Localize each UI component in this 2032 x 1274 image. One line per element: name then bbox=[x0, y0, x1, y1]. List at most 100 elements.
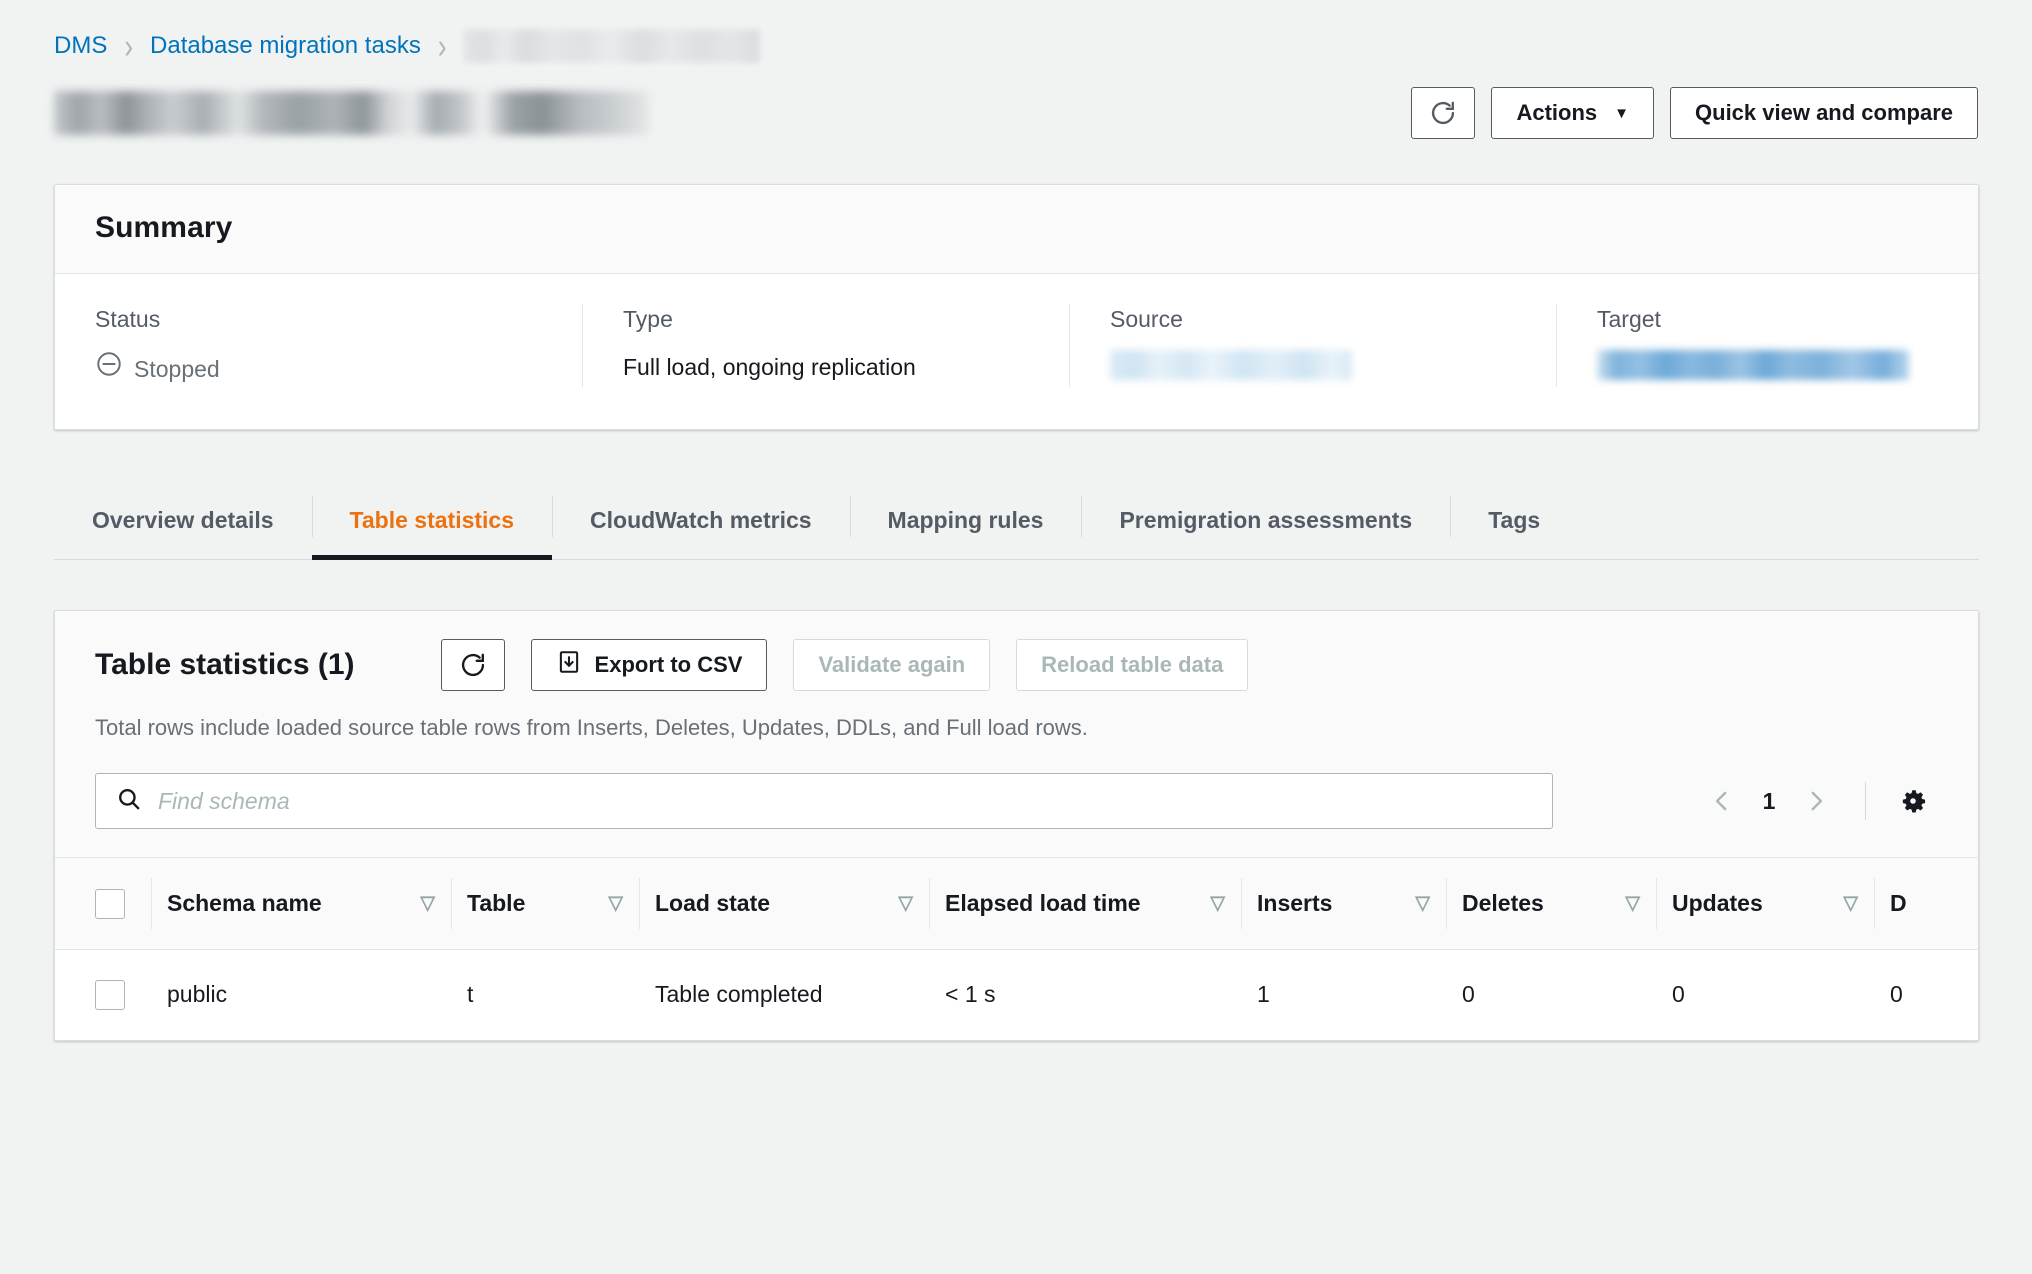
summary-panel: Summary Status Stopped Type Full load bbox=[54, 184, 1979, 430]
page-title-row: Actions ▼ Quick view and compare bbox=[54, 62, 1978, 158]
sort-icon[interactable]: ▽ bbox=[898, 893, 913, 914]
column-label-load-state: Load state bbox=[655, 890, 771, 916]
summary-value-source bbox=[1110, 350, 1520, 380]
breadcrumb-item-dms[interactable]: DMS bbox=[54, 32, 108, 59]
table-refresh-button[interactable] bbox=[440, 639, 505, 691]
sort-icon[interactable]: ▽ bbox=[420, 893, 435, 914]
column-label-table: Table bbox=[467, 890, 526, 916]
pagination-page-1[interactable]: 1 bbox=[1762, 787, 1776, 814]
column-header-deletes[interactable]: Deletes ▽ bbox=[1446, 857, 1656, 950]
sort-icon[interactable]: ▽ bbox=[1415, 893, 1430, 914]
table-body: public t Table completed < 1 s 1 0 0 0 bbox=[55, 949, 1978, 1040]
column-header-elapsed-load-time[interactable]: Elapsed load time ▽ bbox=[929, 857, 1241, 950]
cell-elapsed-load-time: < 1 s bbox=[929, 949, 1241, 1040]
table-preferences-button[interactable] bbox=[1888, 776, 1938, 826]
target-endpoint-redacted[interactable] bbox=[1597, 350, 1909, 380]
table-statistics-header-row: Table statistics (1) bbox=[95, 639, 1938, 691]
cell-ddls-truncated: 0 bbox=[1874, 949, 1978, 1040]
column-label-schema-name: Schema name bbox=[167, 890, 322, 916]
column-header-table[interactable]: Table ▽ bbox=[451, 857, 639, 950]
tab-premigration-assessments[interactable]: Premigration assessments bbox=[1081, 482, 1450, 559]
table-statistics-description: Total rows include loaded source table r… bbox=[95, 715, 1088, 740]
sort-icon[interactable]: ▽ bbox=[1843, 893, 1858, 914]
select-all-checkbox[interactable] bbox=[95, 888, 125, 919]
tab-tags[interactable]: Tags bbox=[1450, 482, 1578, 559]
status-badge: Stopped bbox=[134, 355, 220, 382]
pagination: 1 bbox=[1695, 774, 1938, 828]
summary-label-source: Source bbox=[1110, 306, 1183, 332]
summary-field-source: Source bbox=[1069, 304, 1556, 387]
breadcrumb-item-task-redacted[interactable] bbox=[463, 29, 761, 63]
tab-table-statistics[interactable]: Table statistics bbox=[311, 482, 553, 560]
page-actions: Actions ▼ Quick view and compare bbox=[1411, 87, 1978, 139]
gear-icon bbox=[1902, 790, 1926, 813]
summary-field-type: Type Full load, ongoing replication bbox=[582, 304, 1069, 387]
download-icon bbox=[556, 649, 582, 681]
source-endpoint-redacted[interactable] bbox=[1110, 350, 1352, 380]
cell-inserts: 1 bbox=[1241, 949, 1446, 1040]
summary-body: Status Stopped Type Full load, ongoing r… bbox=[55, 274, 1978, 429]
summary-field-status: Status Stopped bbox=[95, 304, 582, 387]
refresh-icon bbox=[459, 651, 487, 679]
column-header-updates[interactable]: Updates ▽ bbox=[1656, 857, 1874, 950]
cell-load-state: Table completed bbox=[639, 949, 929, 1040]
column-header-schema-name[interactable]: Schema name ▽ bbox=[151, 857, 451, 950]
table-statistics-table: Schema name ▽ Table ▽ Load state ▽ bbox=[55, 857, 1978, 1040]
pagination-prev-button[interactable] bbox=[1695, 774, 1749, 828]
refresh-icon bbox=[1429, 99, 1457, 127]
validate-again-button[interactable]: Validate again bbox=[793, 639, 991, 691]
search-input[interactable] bbox=[158, 787, 1532, 815]
sort-icon[interactable]: ▽ bbox=[1210, 893, 1225, 914]
summary-value-target bbox=[1597, 350, 1940, 380]
row-select-checkbox[interactable] bbox=[95, 979, 125, 1010]
sort-icon[interactable]: ▽ bbox=[608, 893, 623, 914]
table-row[interactable]: public t Table completed < 1 s 1 0 0 0 bbox=[55, 949, 1978, 1040]
actions-label: Actions bbox=[1516, 100, 1598, 125]
refresh-button[interactable] bbox=[1411, 87, 1476, 139]
chevron-right-icon bbox=[1811, 791, 1823, 811]
summary-field-target: Target bbox=[1556, 304, 1976, 387]
column-label-ddls: D bbox=[1890, 890, 1907, 916]
select-all-header bbox=[55, 857, 151, 950]
column-label-elapsed-load-time: Elapsed load time bbox=[945, 890, 1141, 916]
column-header-load-state[interactable]: Load state ▽ bbox=[639, 857, 929, 950]
export-to-csv-label: Export to CSV bbox=[594, 652, 743, 677]
actions-dropdown-button[interactable]: Actions ▼ bbox=[1491, 87, 1655, 139]
column-header-ddls-truncated[interactable]: D bbox=[1874, 857, 1978, 950]
cell-table: t bbox=[451, 949, 639, 1040]
summary-label-target: Target bbox=[1597, 306, 1661, 332]
search-input-wrapper[interactable] bbox=[95, 773, 1553, 829]
sort-icon[interactable]: ▽ bbox=[1625, 893, 1640, 914]
export-to-csv-button[interactable]: Export to CSV bbox=[530, 639, 768, 691]
chevron-right-icon: › bbox=[437, 25, 447, 67]
reload-table-data-button[interactable]: Reload table data bbox=[1016, 639, 1249, 691]
tab-overview-details[interactable]: Overview details bbox=[92, 507, 274, 533]
table-header-row: Schema name ▽ Table ▽ Load state ▽ bbox=[55, 857, 1978, 950]
page-title-redacted bbox=[54, 91, 650, 135]
pagination-divider bbox=[1865, 782, 1866, 820]
summary-value-type: Full load, ongoing replication bbox=[623, 354, 916, 380]
column-label-updates: Updates bbox=[1672, 890, 1763, 916]
summary-label-status: Status bbox=[95, 306, 161, 332]
search-icon bbox=[116, 786, 142, 817]
pagination-next-button[interactable] bbox=[1789, 774, 1843, 828]
circle-minus-icon bbox=[95, 350, 123, 387]
breadcrumb-item-database-migration-tasks[interactable]: Database migration tasks bbox=[150, 32, 421, 59]
tab-mapping-rules[interactable]: Mapping rules bbox=[849, 482, 1082, 559]
tab-cloudwatch-metrics[interactable]: CloudWatch metrics bbox=[552, 482, 850, 559]
cell-updates: 0 bbox=[1656, 949, 1874, 1040]
cell-deletes: 0 bbox=[1446, 949, 1656, 1040]
column-label-deletes: Deletes bbox=[1462, 890, 1544, 916]
quick-view-and-compare-button[interactable]: Quick view and compare bbox=[1670, 87, 1978, 139]
column-label-inserts: Inserts bbox=[1257, 890, 1333, 916]
column-header-inserts[interactable]: Inserts ▽ bbox=[1241, 857, 1446, 950]
reload-table-data-label: Reload table data bbox=[1041, 652, 1224, 677]
summary-value-status: Stopped bbox=[95, 350, 546, 387]
row-select-cell bbox=[55, 949, 151, 1040]
table-statistics-filter-row: 1 bbox=[55, 743, 1978, 857]
table-header: Schema name ▽ Table ▽ Load state ▽ bbox=[55, 857, 1978, 950]
validate-again-label: Validate again bbox=[818, 652, 966, 677]
table-statistics-header: Table statistics (1) bbox=[55, 611, 1978, 743]
summary-label-type: Type bbox=[623, 306, 673, 332]
